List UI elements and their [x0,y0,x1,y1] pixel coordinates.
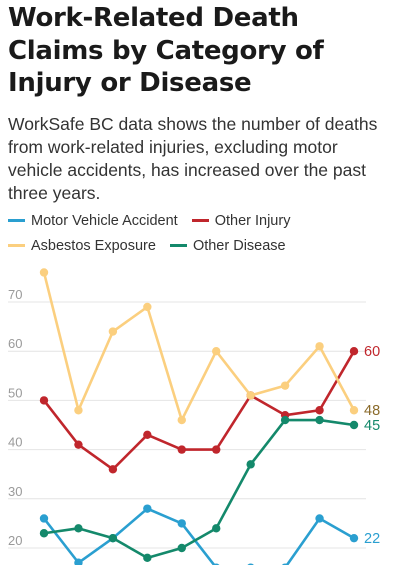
data-point [143,553,152,563]
data-point [177,415,186,425]
legend-swatch-asbestos [8,244,25,248]
data-point [349,406,359,415]
data-point [212,347,221,356]
data-point [280,415,290,425]
legend-swatch-other-injury [191,219,209,222]
data-point [108,533,118,543]
data-point [315,514,324,523]
end-label-3: 45 [364,418,380,434]
legend-swatch-other-disease [169,244,187,248]
data-point [349,533,359,543]
legend-label-motor-vehicle: Motor Vehicle Accident [31,213,178,229]
data-point [143,504,152,513]
legend-label-asbestos: Asbestos Exposure [31,238,156,255]
data-point [108,327,118,336]
data-point [108,465,118,474]
data-point [39,529,49,538]
data-point [315,415,324,425]
data-point [177,519,186,528]
chart-subtitle: WorkSafe BC data shows the number of dea… [8,114,378,203]
data-point [39,514,49,523]
legend: Motor Vehicle Accident Other Injury Asbe… [8,209,393,260]
data-point [212,445,221,454]
y-tick-label: 20 [8,533,22,548]
data-point [177,445,186,454]
legend-item-other-injury[interactable]: Other Injury [191,209,291,234]
series-line-1 [42,350,356,471]
data-point [246,460,255,469]
legend-swatch-motor-vehicle [8,219,25,222]
y-tick-label: 50 [8,385,22,400]
legend-label-other-disease: Other Disease [192,238,286,255]
chart-title: Work-Related Death Claims by Category of… [8,3,324,98]
end-label-1: 60 [364,344,380,360]
data-point [74,524,83,533]
y-tick-label: 40 [8,435,22,450]
series-line-3 [43,418,355,560]
data-point [39,268,49,277]
y-tick-label: 30 [8,484,22,499]
data-point [315,342,324,351]
data-point [349,420,359,430]
legend-item-motor-vehicle[interactable]: Motor Vehicle Accident [8,209,178,234]
data-point [143,430,152,440]
data-point [212,524,221,533]
y-tick-label: 60 [8,336,22,351]
data-point [39,396,49,405]
data-point [143,302,152,312]
data-point [280,381,290,390]
end-label-0: 22 [364,531,380,547]
data-point [74,440,83,449]
data-point [315,406,324,415]
data-point [177,543,186,553]
y-tick-label: 70 [8,287,22,302]
data-point [74,558,83,565]
series-line-0 [42,507,355,565]
legend-item-other-disease[interactable]: Other Disease [169,234,286,259]
data-point [246,391,255,400]
data-point [349,347,359,356]
end-label-2: 48 [364,403,380,419]
legend-item-asbestos[interactable]: Asbestos Exposure [8,234,156,259]
series-line-2 [42,272,356,422]
data-point [74,406,83,415]
legend-label-other-injury: Other Injury [214,213,291,229]
